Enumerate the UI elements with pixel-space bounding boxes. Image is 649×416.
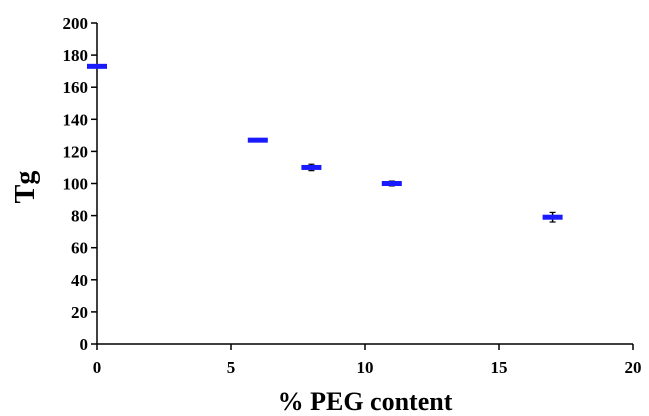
x-tick-label: 0 [93, 358, 102, 377]
x-axis-ticks: 0 5 10 15 20 [93, 344, 642, 377]
data-point [301, 163, 322, 172]
y-axis-ticks: 0 20 40 60 80 100 120 140 160 180 200 [63, 14, 97, 354]
x-tick-label: 15 [491, 358, 508, 377]
y-tick-label: 180 [63, 46, 89, 65]
data-point [87, 63, 107, 69]
point-marker [381, 181, 402, 186]
point-marker [542, 214, 563, 220]
y-tick-label: 160 [63, 78, 89, 97]
data-point [381, 180, 402, 187]
x-axis-title: % PEG content [278, 387, 453, 416]
y-tick-label: 80 [71, 207, 88, 226]
data-point [247, 137, 268, 143]
y-tick-label: 140 [63, 110, 89, 129]
y-tick-label: 200 [63, 14, 89, 33]
y-tick-label: 40 [71, 271, 88, 290]
data-points [87, 63, 563, 223]
y-tick-label: 60 [71, 239, 88, 258]
point-marker [301, 164, 322, 170]
point-marker [247, 137, 268, 143]
x-tick-label: 20 [625, 358, 642, 377]
data-point [542, 211, 563, 223]
y-tick-label: 100 [63, 175, 89, 194]
y-tick-label: 20 [71, 303, 88, 322]
y-axis-title: Tg [10, 171, 41, 204]
y-tick-label: 120 [63, 142, 89, 161]
x-tick-label: 10 [357, 358, 374, 377]
y-tick-label: 0 [80, 335, 89, 354]
x-tick-label: 5 [227, 358, 236, 377]
point-marker [87, 63, 107, 69]
